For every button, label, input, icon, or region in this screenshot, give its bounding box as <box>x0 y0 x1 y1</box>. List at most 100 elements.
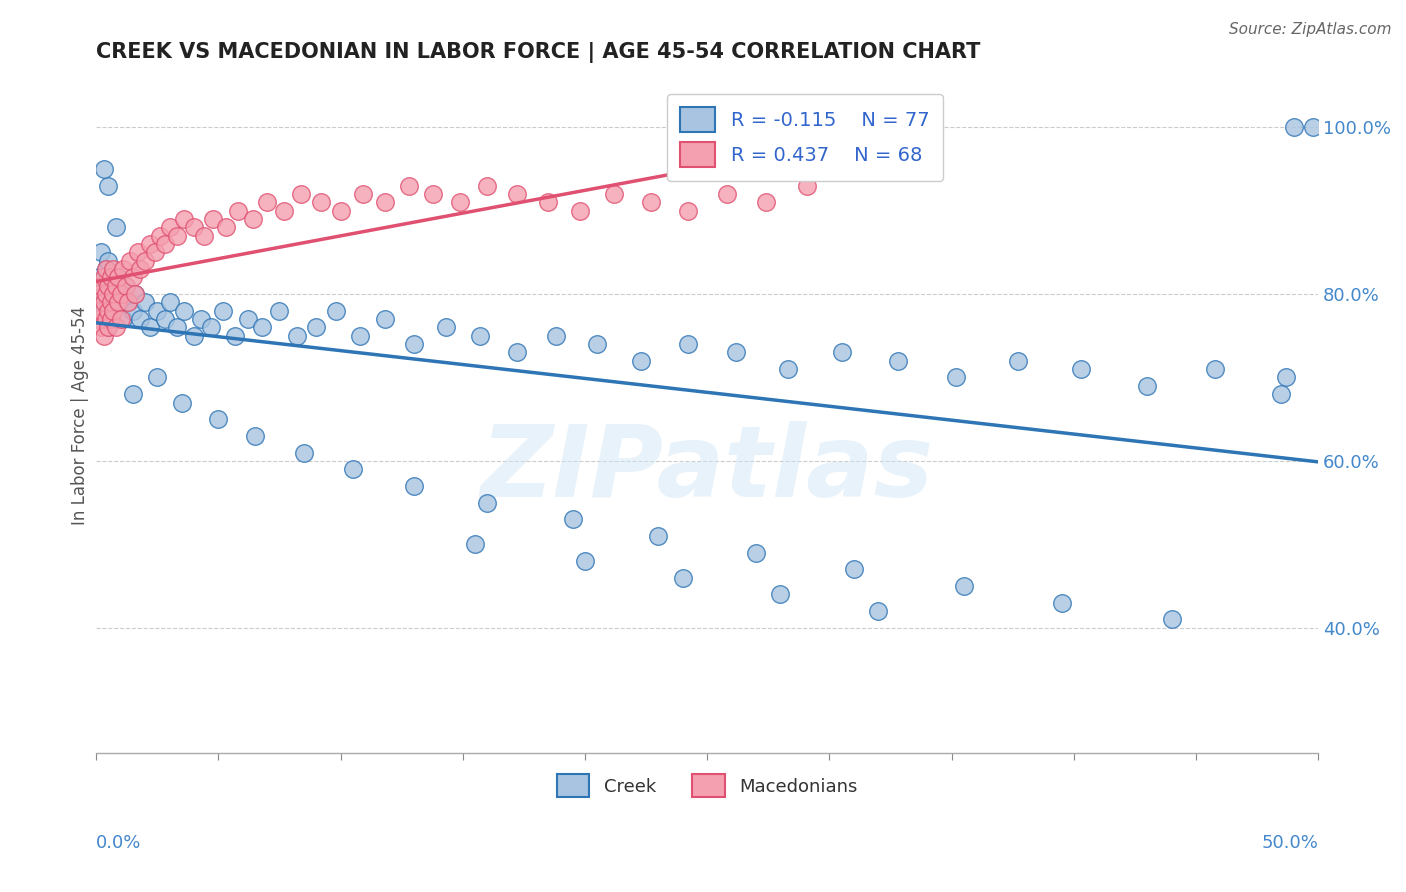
Point <box>755 195 778 210</box>
Point <box>1205 362 1227 376</box>
Point <box>103 303 125 318</box>
Point <box>159 220 181 235</box>
Point <box>402 479 425 493</box>
Point <box>477 178 499 193</box>
Point <box>243 429 266 443</box>
Point <box>124 287 146 301</box>
Point <box>134 253 156 268</box>
Point <box>672 571 695 585</box>
Point <box>202 212 225 227</box>
Point <box>134 295 156 310</box>
Point <box>305 320 328 334</box>
Point <box>422 186 444 201</box>
Point <box>121 303 143 318</box>
Point <box>569 203 592 218</box>
Point <box>121 270 143 285</box>
Point <box>100 295 122 310</box>
Point <box>945 370 967 384</box>
Point <box>676 203 699 218</box>
Point <box>100 270 122 285</box>
Point <box>285 328 308 343</box>
Point <box>97 253 120 268</box>
Point <box>1050 596 1073 610</box>
Y-axis label: In Labor Force | Age 45-54: In Labor Force | Age 45-54 <box>72 306 89 524</box>
Point <box>127 245 149 260</box>
Point <box>374 312 396 326</box>
Point <box>1070 362 1092 376</box>
Point <box>630 353 652 368</box>
Point <box>1282 120 1305 135</box>
Point <box>103 287 125 301</box>
Point <box>93 303 115 318</box>
Point <box>93 328 115 343</box>
Point <box>603 186 626 201</box>
Point <box>129 312 152 326</box>
Point <box>117 295 139 310</box>
Point <box>97 320 120 334</box>
Point <box>107 295 129 310</box>
Point <box>139 320 162 334</box>
Point <box>236 312 259 326</box>
Point <box>110 287 132 301</box>
Point <box>93 161 115 176</box>
Point <box>170 395 193 409</box>
Point <box>121 387 143 401</box>
Point <box>329 203 352 218</box>
Point <box>166 320 188 334</box>
Point <box>796 178 818 193</box>
Point <box>1160 612 1182 626</box>
Point <box>561 512 583 526</box>
Point <box>776 362 799 376</box>
Point <box>212 303 235 318</box>
Point <box>100 278 122 293</box>
Point <box>87 312 110 326</box>
Point <box>252 320 274 334</box>
Point <box>93 270 115 285</box>
Point <box>215 220 238 235</box>
Point <box>434 320 457 334</box>
Point <box>226 203 249 218</box>
Point <box>349 328 371 343</box>
Point <box>104 287 127 301</box>
Point <box>1270 387 1292 401</box>
Legend: Creek, Macedonians: Creek, Macedonians <box>550 767 865 805</box>
Point <box>544 328 567 343</box>
Point <box>153 237 176 252</box>
Point <box>952 579 974 593</box>
Point <box>104 320 127 334</box>
Point <box>114 278 136 293</box>
Point <box>120 253 142 268</box>
Point <box>149 228 172 243</box>
Point <box>398 178 420 193</box>
Point <box>139 237 162 252</box>
Point <box>103 303 125 318</box>
Point <box>183 220 205 235</box>
Point <box>114 278 136 293</box>
Point <box>129 262 152 277</box>
Point <box>868 604 890 618</box>
Point <box>468 328 491 343</box>
Point <box>842 562 865 576</box>
Point <box>100 295 122 310</box>
Point <box>94 262 117 277</box>
Point <box>352 186 374 201</box>
Point <box>173 303 195 318</box>
Point <box>449 195 471 210</box>
Point <box>110 312 132 326</box>
Point <box>93 287 115 301</box>
Point <box>90 245 112 260</box>
Point <box>100 312 122 326</box>
Point <box>104 220 127 235</box>
Point <box>242 212 264 227</box>
Text: Source: ZipAtlas.com: Source: ZipAtlas.com <box>1229 22 1392 37</box>
Text: 50.0%: 50.0% <box>1261 834 1319 852</box>
Point <box>269 303 291 318</box>
Point <box>107 270 129 285</box>
Text: CREEK VS MACEDONIAN IN LABOR FORCE | AGE 45-54 CORRELATION CHART: CREEK VS MACEDONIAN IN LABOR FORCE | AGE… <box>96 42 980 62</box>
Point <box>153 312 176 326</box>
Point <box>159 295 181 310</box>
Point <box>104 278 127 293</box>
Point <box>87 287 110 301</box>
Text: ZIPatlas: ZIPatlas <box>481 421 934 517</box>
Point <box>769 587 792 601</box>
